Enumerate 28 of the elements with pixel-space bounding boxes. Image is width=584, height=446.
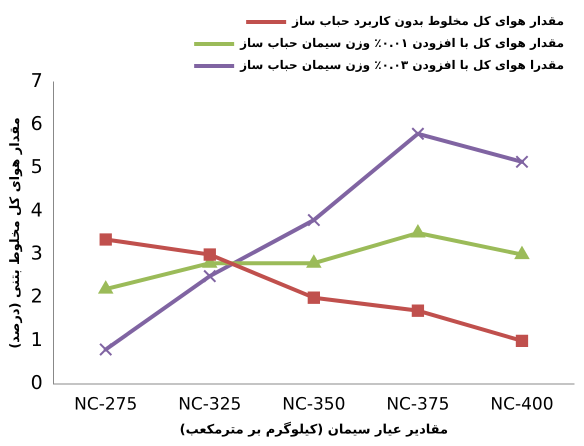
- x-tick-label: NC-350: [282, 394, 346, 415]
- x-tick-label: NC-375: [386, 394, 450, 415]
- point: [308, 292, 320, 304]
- y-tick-label: 0: [30, 372, 43, 394]
- legend-label: مقدار هوای کل با افزودن ۰.۰۱٪ وزن سیمان حباب ساز: [239, 36, 564, 50]
- legend-label: مقدرا هوای کل با افزودن ۰.۰۳٪ وزن سیمان حباب ساز: [239, 58, 564, 72]
- point: [307, 213, 320, 227]
- y-tick-label: 5: [30, 156, 43, 178]
- y-tick-label: 1: [30, 328, 43, 351]
- point: [412, 304, 424, 317]
- x-tick-label: NC-275: [74, 394, 138, 415]
- y-tick-label: 4: [30, 199, 43, 222]
- legend-label: مقدار هوای کل مخلوط بدون کاربرد حباب ساز: [291, 14, 564, 28]
- y-axis-title: مقدار هوای کل مخلوط بتنی (درصد): [8, 117, 24, 349]
- y-tick-label: 3: [30, 242, 43, 265]
- x-tick-label: NC-325: [178, 394, 242, 415]
- point: [99, 342, 112, 356]
- x-tick-label: NC-400: [490, 394, 554, 415]
- y-tick-label: 6: [30, 113, 43, 136]
- y-tick-label: 7: [30, 70, 43, 92]
- point: [516, 334, 528, 348]
- x-axis-title: مقادیر عیار سیمان (کیلوگرم بر مترمکعب): [180, 422, 448, 438]
- point: [100, 233, 112, 246]
- point: [203, 269, 216, 283]
- y-tick-label: 2: [30, 286, 43, 308]
- point: [411, 127, 425, 140]
- point: [515, 155, 529, 168]
- point: [204, 248, 216, 261]
